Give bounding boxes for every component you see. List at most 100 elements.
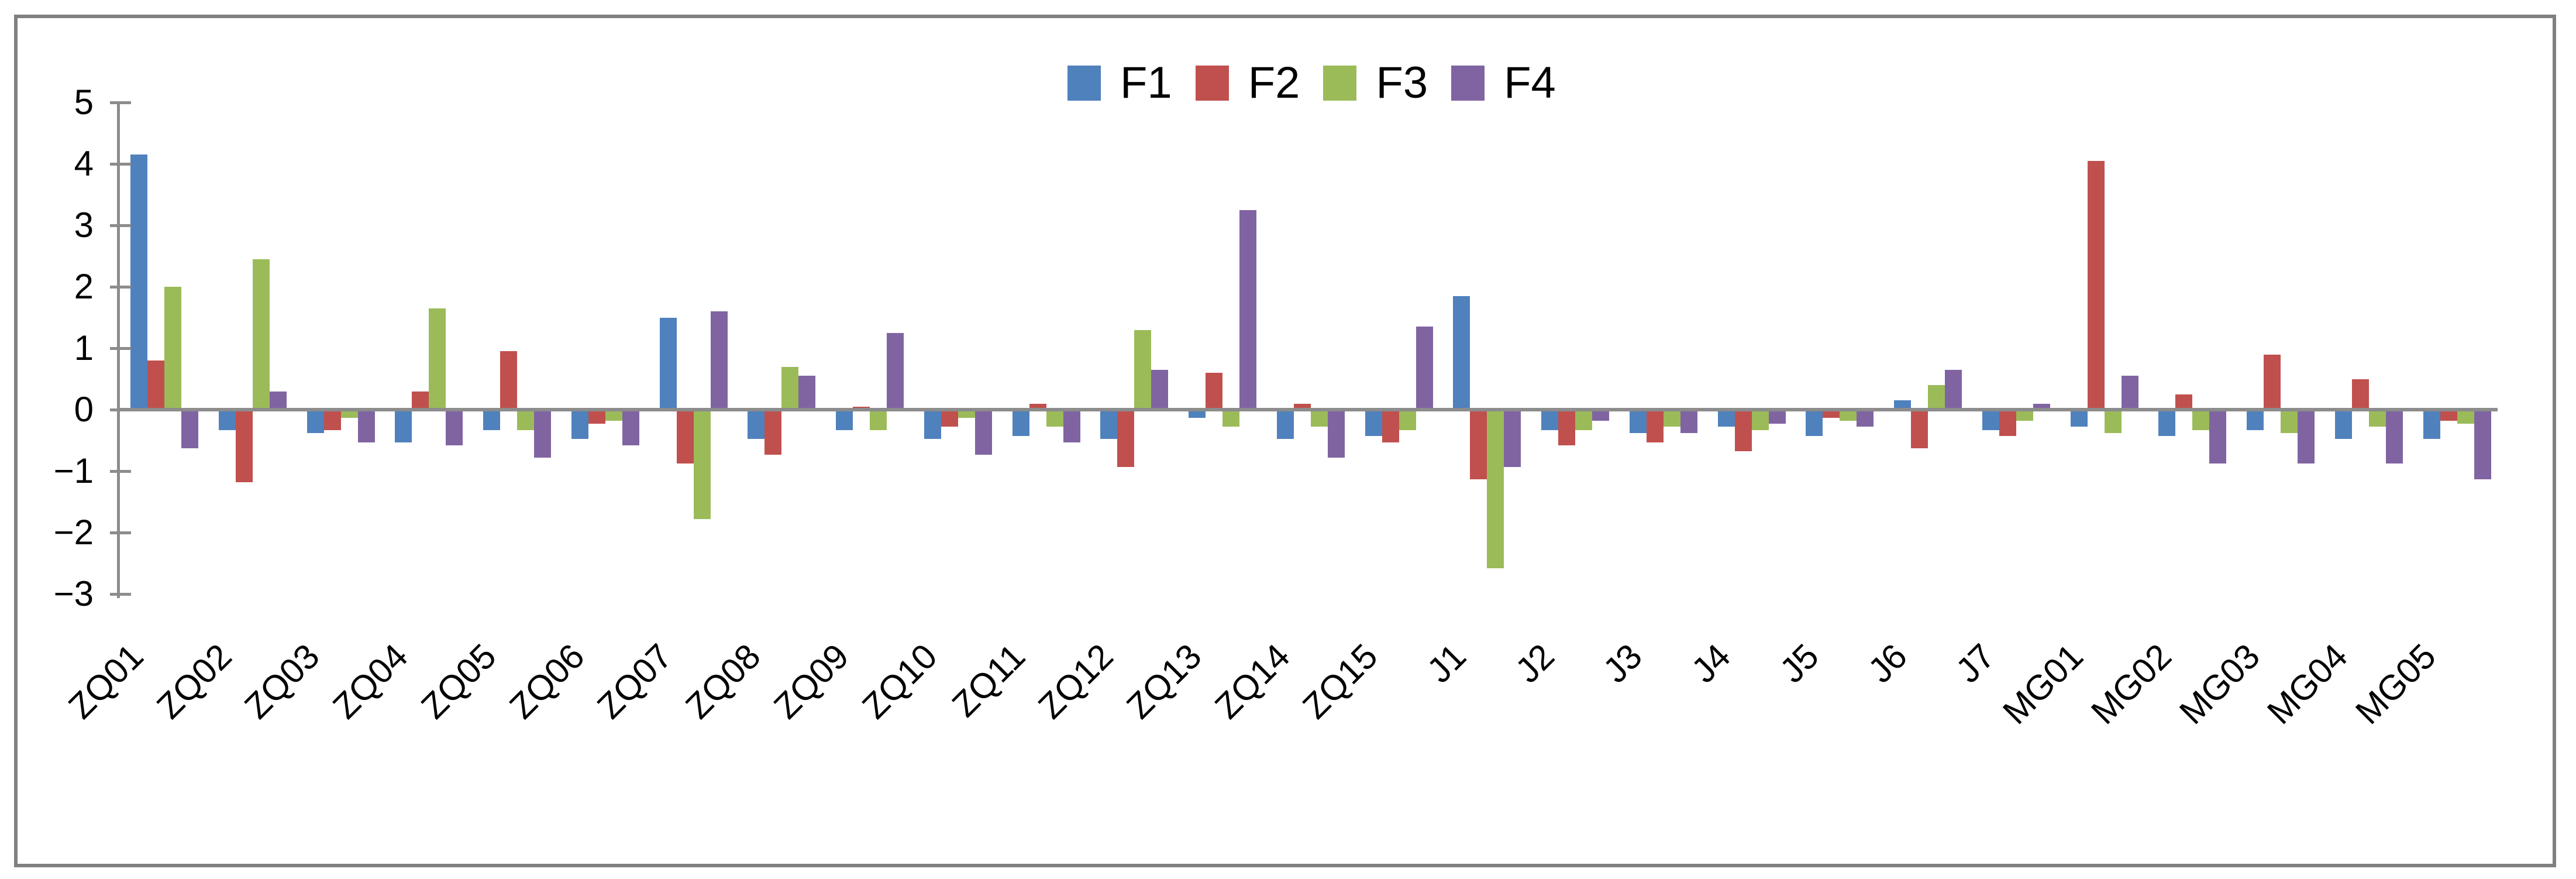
legend-swatch-icon-F4 [1451,66,1485,101]
legend-entry-F3: F3 [1323,61,1428,105]
bar-ZQ09-F3 [870,411,887,430]
bar-ZQ14-F2 [1294,404,1311,410]
bar-ZQ12-F3 [1134,330,1151,410]
bar-ZQ11-F2 [1029,404,1046,410]
x-label-ZQ14: ZQ14 [1207,636,1297,726]
x-label-MG05: MG05 [2348,636,2444,732]
y-tick-label-4: 4 [74,144,94,183]
legend-label-F1: F1 [1120,58,1172,108]
bar-ZQ03-F1 [307,411,324,433]
bar-ZQ14-F3 [1311,411,1328,427]
bar-ZQ03-F4 [358,411,375,442]
bar-J7-F4 [2033,404,2050,410]
bar-J3-F3 [1664,411,1680,427]
bar-ZQ15-F1 [1365,411,1382,436]
bar-ZQ10-F1 [924,411,941,439]
bar-J7-F1 [1982,411,1999,430]
y-tick-0 [110,408,131,411]
bar-ZQ15-F2 [1382,411,1399,442]
x-label-ZQ01: ZQ01 [61,636,151,726]
bar-J7-F2 [1999,411,2016,436]
bar-J1-F1 [1453,296,1470,410]
x-label-ZQ05: ZQ05 [414,636,504,726]
x-label-J4: J4 [1683,636,1738,691]
bar-ZQ08-F1 [748,411,764,439]
bar-ZQ07-F1 [660,318,677,410]
bar-MG01-F3 [2105,411,2122,433]
bar-J2-F3 [1575,411,1592,430]
bar-ZQ11-F3 [1046,411,1063,427]
bar-ZQ02-F1 [219,411,236,430]
bar-ZQ03-F3 [341,411,358,418]
bar-J4-F4 [1769,411,1786,424]
x-label-ZQ04: ZQ04 [325,636,415,726]
bar-MG05-F4 [2474,411,2491,479]
bar-MG04-F2 [2352,379,2369,410]
bar-ZQ13-F2 [1206,373,1222,410]
x-label-MG03: MG03 [2171,636,2267,732]
y-tick-label-1: 1 [74,328,94,368]
bar-ZQ09-F1 [836,411,853,430]
bar-J2-F4 [1592,411,1609,421]
legend-swatch-icon-F3 [1323,66,1357,101]
bar-J7-F3 [2016,411,2033,421]
bar-MG03-F1 [2247,411,2264,430]
bar-ZQ04-F4 [446,411,463,445]
bar-ZQ15-F3 [1399,411,1416,430]
bar-ZQ05-F2 [500,351,517,410]
bar-J2-F1 [1541,411,1558,430]
x-label-J7: J7 [1948,636,2003,691]
x-label-MG01: MG01 [1995,636,2091,732]
bar-J1-F3 [1487,411,1504,568]
bar-ZQ04-F3 [429,308,446,410]
y-tick-label--3: −3 [53,574,94,613]
bar-MG01-F4 [2122,376,2138,410]
y-tick-label-3: 3 [74,205,94,245]
y-tick--2 [110,531,131,534]
bar-J5-F2 [1823,411,1840,418]
bar-J4-F3 [1752,411,1769,430]
bar-MG03-F4 [2298,411,2315,463]
bar-J4-F2 [1735,411,1752,451]
x-label-ZQ03: ZQ03 [237,636,328,726]
bar-ZQ14-F4 [1328,411,1345,458]
bar-MG01-F1 [2071,411,2088,427]
y-tick--3 [110,593,131,596]
bar-J6-F2 [1911,411,1928,448]
bar-J5-F1 [1806,411,1823,436]
bar-ZQ01-F3 [164,287,181,410]
legend-swatch-icon-F2 [1195,66,1229,101]
y-tick-label--1: −1 [53,451,94,490]
y-tick-4 [110,163,131,166]
bar-ZQ11-F4 [1063,411,1080,442]
legend-entry-F4: F4 [1451,61,1556,105]
bar-J5-F3 [1840,411,1857,421]
x-label-ZQ15: ZQ15 [1295,636,1386,726]
x-label-ZQ12: ZQ12 [1031,636,1121,726]
x-label-ZQ13: ZQ13 [1119,636,1209,726]
x-label-J2: J2 [1507,636,1562,691]
bar-MG04-F3 [2369,411,2386,427]
x-label-ZQ06: ZQ06 [501,636,592,726]
x-axis-line [117,408,2498,411]
bar-ZQ08-F4 [798,376,815,410]
bar-J3-F2 [1647,411,1664,442]
x-label-J6: J6 [1860,636,1914,691]
bar-ZQ08-F2 [764,411,781,455]
bar-ZQ06-F2 [588,411,605,424]
bar-ZQ08-F3 [781,367,798,410]
x-label-ZQ07: ZQ07 [590,636,680,726]
bar-ZQ01-F4 [181,411,198,448]
bar-J1-F2 [1470,411,1487,479]
bar-ZQ10-F3 [958,411,975,418]
bar-ZQ13-F1 [1189,411,1206,418]
x-label-J1: J1 [1419,636,1473,691]
legend-swatch-icon-F1 [1067,66,1101,101]
bar-ZQ01-F2 [147,360,164,410]
bar-MG03-F3 [2281,411,2298,433]
bar-J3-F4 [1680,411,1697,433]
y-tick-label-2: 2 [74,267,94,306]
y-tick-3 [110,224,131,227]
